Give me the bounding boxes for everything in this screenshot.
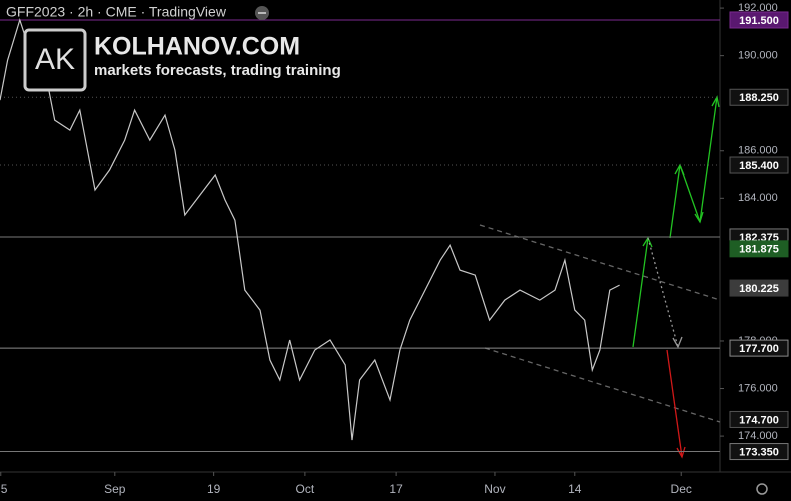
tagline: markets forecasts, trading training [94, 62, 341, 79]
arrow-up-path [669, 96, 718, 239]
y-tick-label: 190.000 [738, 50, 778, 62]
level-label-box [729, 156, 789, 174]
y-tick-label: 186.000 [738, 145, 778, 157]
x-tick-label: 17 [389, 482, 403, 496]
level-label-box [729, 339, 789, 357]
x-tick-label: 14 [568, 482, 582, 496]
level-label-box [729, 11, 789, 29]
level-label: 180.225 [739, 283, 779, 295]
brand: KOLHANOV.COM [94, 33, 300, 61]
channel-upper [479, 224, 721, 301]
arrowhead [676, 446, 686, 459]
x-tick-label: 19 [207, 482, 221, 496]
y-tick-label: 184.000 [738, 192, 778, 204]
levels [0, 19, 720, 453]
drawings [479, 95, 721, 459]
y-tick-label: 174.000 [738, 430, 778, 442]
level-label-box [729, 240, 789, 258]
level-label-box [729, 279, 789, 297]
arrow-down-red [666, 349, 683, 458]
level-label-box [729, 410, 789, 428]
arrowhead [694, 211, 704, 224]
y-tick-label: 176.000 [738, 382, 778, 394]
x-tick-label: Oct [296, 482, 315, 496]
x-tick-label: Dec [671, 482, 692, 496]
level-label-box [729, 443, 789, 461]
level-label: 185.400 [739, 160, 779, 172]
level-label: 191.500 [739, 15, 779, 27]
series [0, 18, 620, 441]
level-label: 181.875 [739, 244, 779, 256]
symbol-title: GFF2023 · 2h · CME · TradingView [6, 4, 227, 20]
arrow-down-gray [647, 237, 679, 348]
logo: AK [35, 43, 75, 76]
level-label: 177.700 [739, 343, 779, 355]
level-label: 174.700 [739, 414, 779, 426]
level-label: 173.350 [739, 446, 779, 458]
level-label: 188.250 [739, 92, 779, 104]
y-tick-label: 192.000 [738, 2, 778, 14]
price-line [0, 18, 620, 441]
arrow-up [632, 237, 649, 348]
arrowhead [672, 336, 683, 349]
x-tick-label: 5 [1, 482, 8, 496]
x-tick-label: Nov [484, 482, 505, 496]
x-tick-label: Sep [104, 482, 126, 496]
logo-frame [23, 28, 87, 92]
level-label-box [729, 88, 789, 106]
settings-button[interactable] [756, 483, 768, 495]
